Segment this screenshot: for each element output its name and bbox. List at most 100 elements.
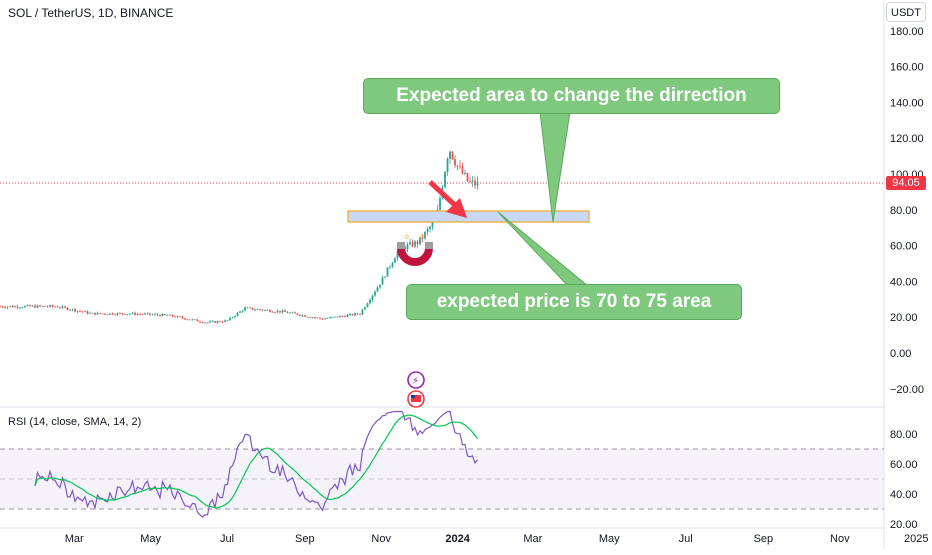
candle-body [154, 314, 156, 316]
time-axis-label: Sep [754, 533, 774, 545]
candle-body [4, 307, 6, 308]
candle-body [281, 310, 284, 313]
candle-body [239, 311, 241, 313]
target-zone-rectangle[interactable] [347, 210, 590, 223]
last-price-label: 94.05 [886, 176, 926, 190]
svg-text:⚡: ⚡ [412, 376, 419, 387]
price-axis-tick: −20.00 [890, 384, 924, 396]
candle-body [306, 316, 309, 318]
candle-body [114, 314, 116, 316]
candle-body [234, 315, 236, 318]
candle-body [189, 319, 191, 321]
flag-event-icon[interactable] [407, 390, 425, 408]
candle-body [96, 312, 99, 315]
candle-body [364, 307, 366, 310]
arrow-icon [428, 180, 467, 218]
candle-body [229, 317, 231, 321]
candle-body [146, 313, 149, 315]
candle-body [126, 314, 129, 315]
candle-body [414, 241, 416, 247]
candle-body [246, 307, 249, 309]
candle-body [251, 307, 254, 310]
candle-body [254, 309, 256, 311]
candle-body [91, 312, 94, 314]
candle-body [101, 313, 104, 315]
candle-body [466, 173, 469, 182]
candle-body [316, 317, 319, 319]
time-axis-label: Mar [523, 533, 542, 545]
candle-body [56, 306, 59, 308]
candle-body [359, 314, 361, 315]
candle-body [261, 309, 264, 311]
rsi-indicator-label[interactable]: RSI (14, close, SMA, 14, 2) [8, 416, 142, 428]
candle-body [461, 166, 464, 174]
candle-body [389, 266, 391, 268]
candle-body [196, 319, 199, 322]
candle-body [164, 314, 166, 315]
candle-body [169, 314, 171, 316]
candle-body [331, 317, 334, 318]
candle-body [319, 317, 321, 319]
candle-body [464, 173, 466, 174]
candle-body [439, 198, 441, 210]
candle-body [419, 237, 421, 245]
candle-body [84, 311, 86, 313]
candle-body [426, 228, 429, 232]
candle-body [379, 284, 381, 288]
candle-body [274, 312, 276, 313]
bottom-callout[interactable]: expected price is 70 to 75 area [406, 284, 742, 320]
currency-button[interactable]: USDT [886, 2, 926, 22]
candle-body [34, 305, 36, 308]
candle-body [376, 287, 379, 292]
candle-body [271, 311, 274, 313]
candle-body [384, 276, 386, 278]
candle-body [259, 309, 261, 310]
candle-body [149, 313, 151, 315]
candle-body [211, 321, 214, 322]
candle-body [201, 322, 204, 323]
price-axis-tick: 20.00 [890, 312, 918, 324]
time-axis-label: Jul [220, 533, 234, 545]
candle-body [54, 306, 56, 308]
lightning-event-icon[interactable]: ⚡ [407, 371, 425, 389]
candle-body [129, 313, 131, 315]
top-callout[interactable]: Expected area to change the dirrection [363, 78, 780, 114]
time-axis-label: Nov [371, 533, 391, 545]
candle-body [366, 303, 369, 308]
symbol-title[interactable]: SOL / TetherUS, 1D, BINANCE [8, 6, 174, 20]
candle-body [269, 309, 271, 312]
time-axis-label: 2024 [445, 533, 470, 545]
time-axis-label: Jul [679, 533, 693, 545]
candle-body [446, 158, 449, 173]
price-axis-tick: 180.00 [890, 26, 924, 38]
candle-body [24, 305, 26, 308]
svg-text:✧: ✧ [418, 232, 426, 242]
price-axis-tick: 80.00 [890, 205, 918, 217]
candle-body [0, 306, 1, 308]
rsi-axis-tick: 80.00 [890, 429, 918, 441]
candle-body [191, 319, 194, 321]
candle-body [209, 321, 211, 323]
candle-body [6, 306, 9, 308]
bottom-callout-pointer [497, 211, 590, 287]
candle-body [474, 180, 476, 186]
candle-body [89, 312, 91, 314]
candle-body [29, 305, 31, 307]
time-axis-label: May [599, 533, 620, 545]
candle-body [134, 312, 136, 315]
price-axis-tick: 40.00 [890, 276, 918, 288]
candle-body [21, 307, 24, 309]
price-axis-tick: 0.00 [890, 348, 911, 360]
candle-body [139, 313, 141, 315]
candle-body [444, 172, 446, 188]
axis-labels: 180.00160.00140.00120.00100.0080.0060.00… [65, 26, 929, 545]
candle-body [451, 151, 454, 160]
candle-body [291, 312, 294, 314]
rsi-lines [34, 410, 478, 518]
candle-body [186, 319, 189, 321]
candle-body [184, 318, 186, 320]
candle-body [386, 267, 389, 277]
candle-body [111, 313, 114, 315]
